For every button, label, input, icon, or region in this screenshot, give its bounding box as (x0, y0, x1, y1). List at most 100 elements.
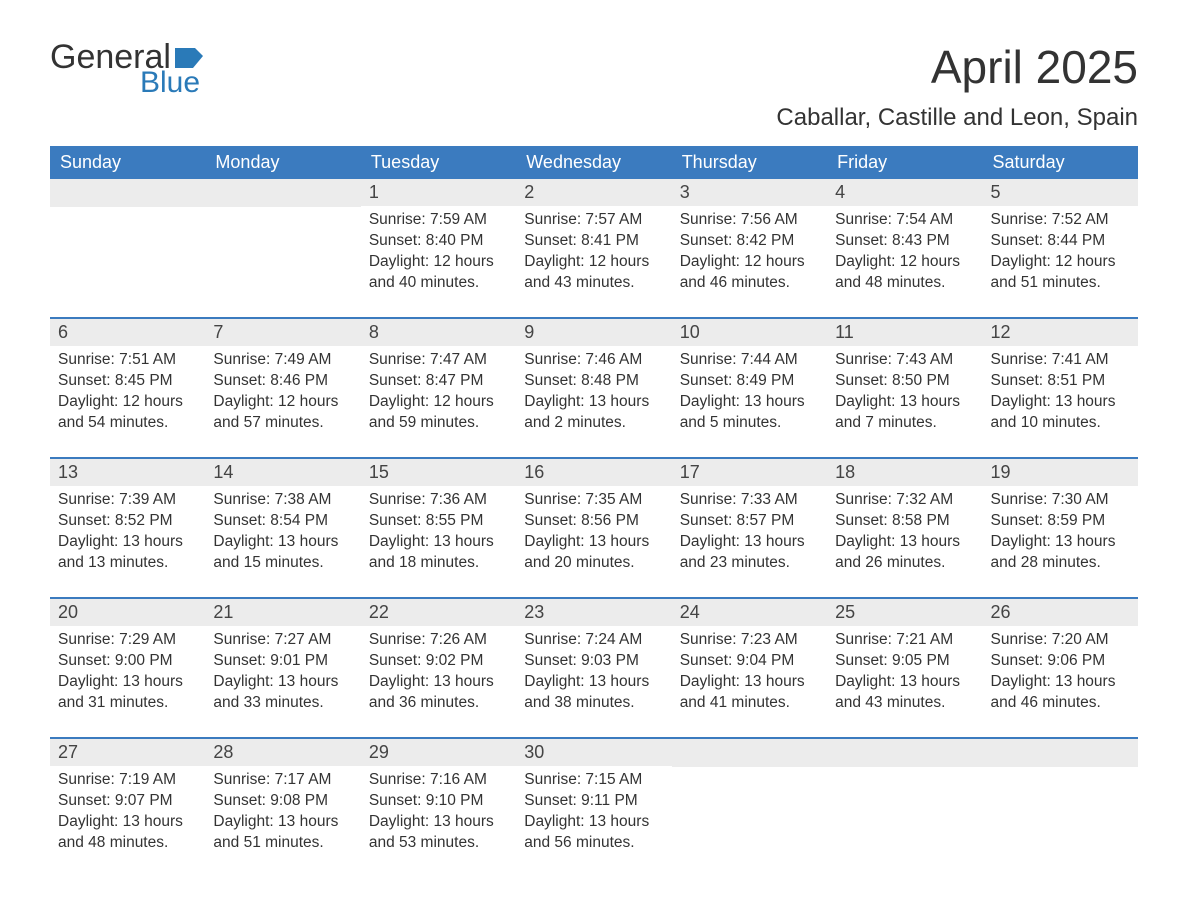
day-number: 16 (516, 459, 671, 486)
sunrise-text: Sunrise: 7:16 AM (369, 770, 508, 791)
location-subtitle: Caballar, Castille and Leon, Spain (50, 104, 1138, 132)
day-number: 18 (827, 459, 982, 486)
day-details: Sunrise: 7:23 AMSunset: 9:04 PMDaylight:… (672, 626, 827, 718)
day-details: Sunrise: 7:56 AMSunset: 8:42 PMDaylight:… (672, 206, 827, 298)
calendar-cell: 19Sunrise: 7:30 AMSunset: 8:59 PMDayligh… (983, 459, 1138, 579)
sunrise-text: Sunrise: 7:21 AM (835, 630, 974, 651)
daylight-text: and 28 minutes. (991, 553, 1130, 574)
day-details: Sunrise: 7:32 AMSunset: 8:58 PMDaylight:… (827, 486, 982, 578)
calendar-cell: 9Sunrise: 7:46 AMSunset: 8:48 PMDaylight… (516, 319, 671, 439)
sunset-text: Sunset: 8:46 PM (213, 371, 352, 392)
sunset-text: Sunset: 8:57 PM (680, 511, 819, 532)
day-details: Sunrise: 7:24 AMSunset: 9:03 PMDaylight:… (516, 626, 671, 718)
daylight-text: and 36 minutes. (369, 693, 508, 714)
daylight-text: Daylight: 13 hours (835, 392, 974, 413)
daylight-text: and 7 minutes. (835, 413, 974, 434)
day-number: 22 (361, 599, 516, 626)
day-number: 17 (672, 459, 827, 486)
daylight-text: and 23 minutes. (680, 553, 819, 574)
sunset-text: Sunset: 8:41 PM (524, 231, 663, 252)
sunrise-text: Sunrise: 7:56 AM (680, 210, 819, 231)
day-number: 21 (205, 599, 360, 626)
day-details: Sunrise: 7:57 AMSunset: 8:41 PMDaylight:… (516, 206, 671, 298)
header: General Blue April 2025 (50, 40, 1138, 98)
sunset-text: Sunset: 8:52 PM (58, 511, 197, 532)
sunset-text: Sunset: 9:07 PM (58, 791, 197, 812)
calendar-cell: 5Sunrise: 7:52 AMSunset: 8:44 PMDaylight… (983, 179, 1138, 299)
day-header: Tuesday (361, 146, 516, 179)
calendar-week: 1Sunrise: 7:59 AMSunset: 8:40 PMDaylight… (50, 179, 1138, 299)
sunrise-text: Sunrise: 7:27 AM (213, 630, 352, 651)
day-details: Sunrise: 7:15 AMSunset: 9:11 PMDaylight:… (516, 766, 671, 858)
sunset-text: Sunset: 8:55 PM (369, 511, 508, 532)
calendar-cell: 22Sunrise: 7:26 AMSunset: 9:02 PMDayligh… (361, 599, 516, 719)
calendar-cell: 1Sunrise: 7:59 AMSunset: 8:40 PMDaylight… (361, 179, 516, 299)
logo: General Blue (50, 40, 207, 98)
day-number: 12 (983, 319, 1138, 346)
day-number (50, 179, 205, 207)
day-number: 8 (361, 319, 516, 346)
sunrise-text: Sunrise: 7:49 AM (213, 350, 352, 371)
daylight-text: Daylight: 12 hours (58, 392, 197, 413)
daylight-text: and 10 minutes. (991, 413, 1130, 434)
daylight-text: Daylight: 12 hours (369, 252, 508, 273)
daylight-text: and 48 minutes. (58, 833, 197, 854)
daylight-text: Daylight: 13 hours (524, 532, 663, 553)
day-number (983, 739, 1138, 767)
day-number: 13 (50, 459, 205, 486)
calendar-cell (827, 739, 982, 859)
day-number: 26 (983, 599, 1138, 626)
day-number: 25 (827, 599, 982, 626)
calendar-cell: 10Sunrise: 7:44 AMSunset: 8:49 PMDayligh… (672, 319, 827, 439)
logo-text-blue: Blue (140, 68, 207, 98)
sunrise-text: Sunrise: 7:43 AM (835, 350, 974, 371)
daylight-text: and 26 minutes. (835, 553, 974, 574)
day-number (205, 179, 360, 207)
sunrise-text: Sunrise: 7:29 AM (58, 630, 197, 651)
sunset-text: Sunset: 9:03 PM (524, 651, 663, 672)
day-number (827, 739, 982, 767)
day-header: Monday (205, 146, 360, 179)
calendar: Sunday Monday Tuesday Wednesday Thursday… (50, 146, 1138, 859)
sunrise-text: Sunrise: 7:57 AM (524, 210, 663, 231)
day-details: Sunrise: 7:54 AMSunset: 8:43 PMDaylight:… (827, 206, 982, 298)
sunset-text: Sunset: 8:56 PM (524, 511, 663, 532)
day-number: 23 (516, 599, 671, 626)
sunset-text: Sunset: 8:48 PM (524, 371, 663, 392)
calendar-cell: 27Sunrise: 7:19 AMSunset: 9:07 PMDayligh… (50, 739, 205, 859)
daylight-text: Daylight: 13 hours (213, 812, 352, 833)
sunset-text: Sunset: 8:49 PM (680, 371, 819, 392)
daylight-text: Daylight: 13 hours (369, 812, 508, 833)
sunset-text: Sunset: 9:06 PM (991, 651, 1130, 672)
daylight-text: and 20 minutes. (524, 553, 663, 574)
weeks-container: 1Sunrise: 7:59 AMSunset: 8:40 PMDaylight… (50, 179, 1138, 859)
daylight-text: and 51 minutes. (991, 273, 1130, 294)
day-header: Friday (827, 146, 982, 179)
daylight-text: and 57 minutes. (213, 413, 352, 434)
sunset-text: Sunset: 9:10 PM (369, 791, 508, 812)
day-number: 2 (516, 179, 671, 206)
day-number: 4 (827, 179, 982, 206)
sunrise-text: Sunrise: 7:17 AM (213, 770, 352, 791)
sunrise-text: Sunrise: 7:38 AM (213, 490, 352, 511)
daylight-text: Daylight: 13 hours (680, 532, 819, 553)
sunrise-text: Sunrise: 7:26 AM (369, 630, 508, 651)
sunset-text: Sunset: 8:59 PM (991, 511, 1130, 532)
calendar-cell: 7Sunrise: 7:49 AMSunset: 8:46 PMDaylight… (205, 319, 360, 439)
day-number: 1 (361, 179, 516, 206)
daylight-text: and 51 minutes. (213, 833, 352, 854)
day-number (672, 739, 827, 767)
day-number: 10 (672, 319, 827, 346)
daylight-text: Daylight: 13 hours (835, 532, 974, 553)
sunset-text: Sunset: 9:11 PM (524, 791, 663, 812)
daylight-text: Daylight: 13 hours (58, 532, 197, 553)
daylight-text: and 31 minutes. (58, 693, 197, 714)
calendar-cell: 2Sunrise: 7:57 AMSunset: 8:41 PMDaylight… (516, 179, 671, 299)
daylight-text: Daylight: 13 hours (369, 532, 508, 553)
daylight-text: Daylight: 12 hours (369, 392, 508, 413)
day-details: Sunrise: 7:44 AMSunset: 8:49 PMDaylight:… (672, 346, 827, 438)
daylight-text: Daylight: 13 hours (680, 672, 819, 693)
sunrise-text: Sunrise: 7:23 AM (680, 630, 819, 651)
page-title: April 2025 (931, 40, 1138, 94)
daylight-text: and 46 minutes. (680, 273, 819, 294)
